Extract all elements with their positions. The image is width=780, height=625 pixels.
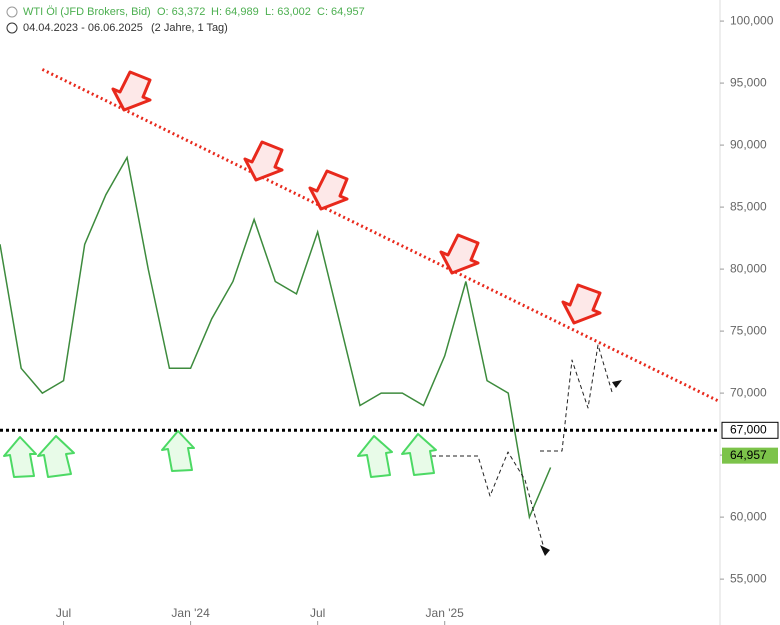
support-label-box — [721, 421, 779, 439]
price-line — [0, 155, 552, 520]
ohlc: H: 64,989 — [211, 6, 259, 18]
y-tick-label: 75,000 — [730, 323, 767, 337]
ohlc: C: 64,957 — [317, 6, 365, 18]
y-tick-label: 70,000 — [730, 385, 767, 399]
x-tick-label: Jan '25 — [426, 606, 465, 620]
ohlc: O: 63,372 — [157, 6, 205, 18]
icon — [6, 6, 18, 18]
last-label: 64,957 — [730, 448, 767, 462]
y-tick-label: 95,000 — [730, 75, 767, 89]
x-tick-label: Jul — [310, 606, 325, 620]
support-label: 67,000 — [730, 422, 767, 436]
y-tick-label: 85,000 — [730, 199, 767, 213]
trend-line — [41, 68, 721, 404]
x-tick-label: Jan '24 — [171, 606, 210, 620]
y-tick-label: 55,000 — [730, 571, 767, 585]
x-tick-label: Jul — [56, 606, 71, 620]
ohlc: L: 63,002 — [265, 6, 311, 18]
y-tick-label: 100,000 — [730, 13, 774, 27]
period: 04.04.2023 - 06.06.2025 — [23, 22, 143, 34]
icon — [6, 22, 18, 34]
y-tick-label: 80,000 — [730, 261, 767, 275]
y-tick-label: 60,000 — [730, 509, 767, 523]
y-tick-label: 90,000 — [730, 137, 767, 151]
annotations — [3, 70, 622, 556]
range: (2 Jahre, 1 Tag) — [151, 22, 228, 34]
last-label-box — [722, 447, 778, 464]
title: WTI Öl (JFD Brokers, Bid) — [23, 6, 151, 18]
